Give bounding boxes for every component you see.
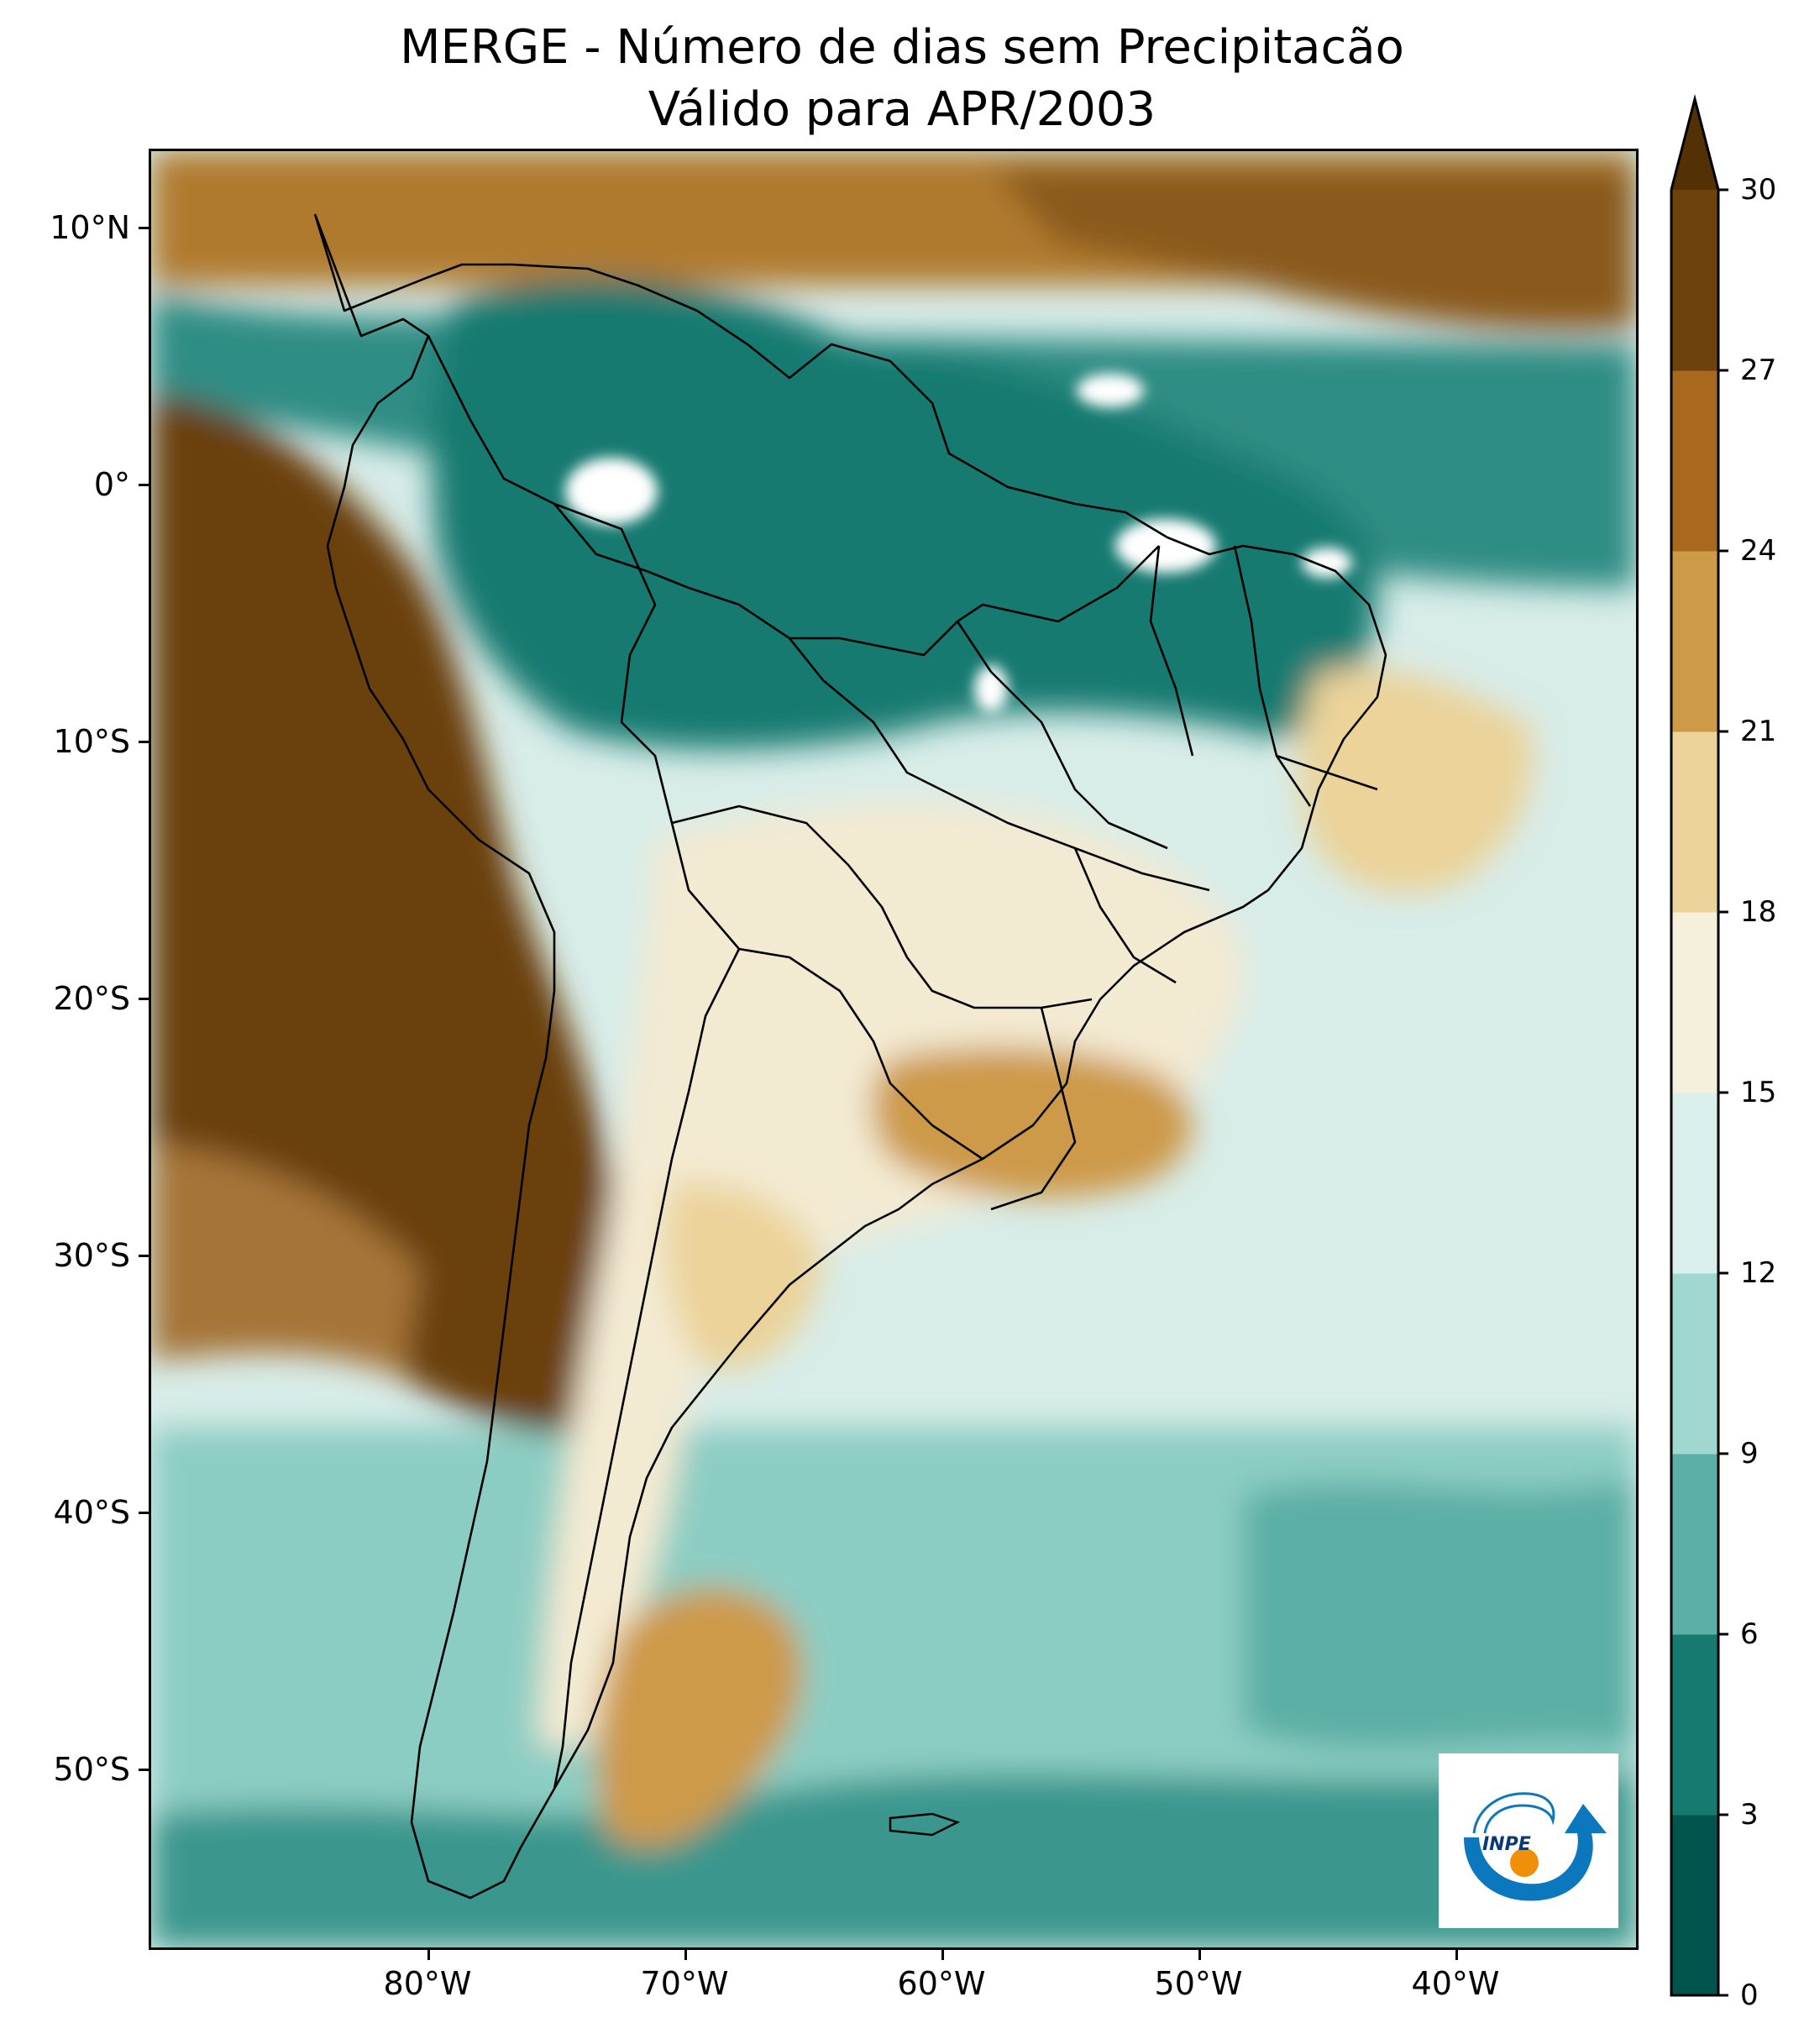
no-data-patch [1115,519,1216,573]
country-border [553,502,983,1161]
logo-swoosh-icon [1464,1804,1607,1901]
no-data-patch [565,458,658,525]
colorbar-segment [1671,370,1718,552]
no-data-patch [1077,374,1144,407]
y-tick-label: 10°N [50,209,130,246]
colorbar-tick-label: 3 [1740,1798,1759,1832]
inpe-logo: INPE [1439,1753,1618,1928]
y-tick-mark [139,741,149,743]
colorbar-segment [1671,1454,1718,1635]
colorbar-segment [1671,551,1718,732]
state-border [1276,754,1378,791]
country-border [990,1007,1077,1211]
colorbar-tick-label: 12 [1740,1256,1777,1290]
falkland-islands [889,1812,961,1837]
no-data-patch [974,665,1008,712]
country-border [671,804,1093,1009]
y-tick-label: 20°S [53,980,130,1017]
x-tick-mark [427,1950,430,1960]
colorbar-segment [1671,1093,1718,1274]
map-canvas [151,151,1636,1947]
south-ocean-dark-zone [151,1772,1636,1947]
x-tick-mark [684,1950,687,1960]
y-tick-mark [139,484,149,486]
y-tick-mark [139,1769,149,1771]
logo-orbit-icon [1472,1792,1555,1834]
amazon-wet-zone [432,280,1378,750]
map-title: MERGE - Número de dias sem Precipitacão [400,20,1404,75]
colorbar-tick-label: 30 [1740,173,1777,207]
state-border [1233,545,1312,807]
colorbar-segment [1671,912,1718,1093]
logo-sun-icon [1510,1848,1539,1877]
coastline [313,213,1387,1900]
east-atlantic-zone [1243,1478,1636,1750]
colorbar-tick-label: 27 [1740,354,1777,387]
colorbar-tick-label: 9 [1740,1437,1759,1470]
x-tick-label: 40°W [1411,1965,1500,2002]
x-tick-label: 50°W [1154,1965,1243,2002]
y-tick-mark [139,227,149,229]
country-border [553,948,741,1790]
colorbar-tick-label: 15 [1740,1076,1777,1109]
colorbar-segment [1671,1634,1718,1816]
colorbar-segment [1671,1273,1718,1454]
state-border [956,621,1168,850]
y-tick-mark [139,1512,149,1514]
caribbean-dry-zone [991,168,1636,331]
state-border [788,637,1210,892]
no-data-patch [1302,548,1352,578]
y-tick-label: 30°S [53,1237,130,1274]
colorbar-tick-label: 24 [1740,534,1777,568]
y-tick-label: 10°S [53,723,130,760]
colorbar-segment [1671,190,1718,371]
colorbar-tick-label: 18 [1740,895,1777,929]
x-tick-mark [1198,1950,1201,1960]
logo-text: INPE [1482,1834,1531,1855]
argentina-tan-zone [665,1182,823,1371]
x-tick-label: 80°W [383,1965,472,2002]
y-tick-mark [139,998,149,1000]
map-subtitle: Válido para APR/2003 [648,82,1156,137]
colorbar-tick-label: 6 [1740,1617,1759,1651]
colorbar-segment [1671,731,1718,913]
colorbar-tick-label: 0 [1740,1978,1759,2012]
southern-brazil-dry-zone [871,1046,1193,1198]
central-land-dry-zone [538,802,1245,1747]
x-tick-label: 70°W [640,1965,729,2002]
x-tick-mark [941,1950,944,1960]
colorbar-segment [1671,1815,1718,1996]
state-border [1073,847,1177,984]
y-tick-mark [139,1255,149,1257]
map-area [149,149,1639,1950]
x-tick-label: 60°W [897,1965,986,2002]
x-tick-mark [1455,1950,1458,1960]
patagonia-dry-zone [595,1586,804,1848]
y-tick-label: 0° [93,466,130,503]
colorbar-outline [1670,94,1720,1997]
y-tick-label: 50°S [53,1751,130,1788]
y-tick-label: 40°S [53,1494,130,1531]
pacific-mid-band [151,1142,420,1377]
state-border [1149,545,1194,757]
colorbar-tick-label: 21 [1740,715,1777,748]
